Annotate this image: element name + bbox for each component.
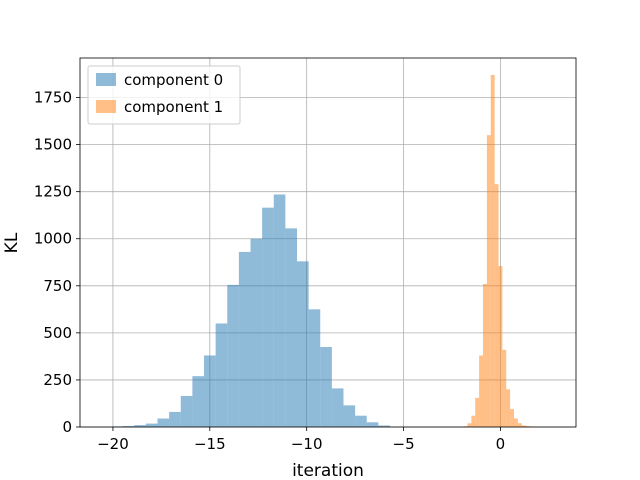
histogram-bar-component-1 [517, 423, 522, 427]
legend-label-component-0: component 0 [124, 71, 223, 89]
y-tick-label: 1000 [34, 230, 72, 248]
legend-label-component-1: component 1 [124, 98, 223, 116]
histogram-bar-component-0 [331, 388, 344, 427]
histogram-bars [111, 74, 542, 427]
histogram-bar-component-0 [227, 284, 239, 427]
histogram-bar-component-1 [479, 355, 483, 427]
histogram-bar-component-0 [355, 415, 367, 427]
histogram-bar-component-1 [498, 266, 503, 427]
x-tick-label: 0 [496, 435, 506, 453]
histogram-bar-component-1 [525, 426, 530, 427]
x-tick-label: −15 [194, 435, 226, 453]
histogram-bar-component-0 [343, 405, 356, 427]
histogram-bar-component-1 [486, 135, 491, 427]
y-axis-ticks: 0 250 500 750 1000 1250 1500 1750 [34, 89, 80, 436]
y-tick-label: 750 [43, 277, 72, 295]
histogram-bar-component-1 [467, 423, 472, 427]
histogram-bar-component-0 [204, 355, 216, 427]
histogram-bar-component-1 [514, 418, 518, 427]
histogram-bar-component-0 [250, 238, 263, 427]
histogram-bar-component-1 [483, 283, 487, 427]
histogram-bar-component-1 [490, 74, 495, 427]
y-tick-label: 0 [62, 418, 72, 436]
legend: component 0 component 1 [87, 65, 241, 125]
histogram-bar-component-0 [285, 228, 297, 427]
histogram-bar-component-1 [506, 389, 511, 427]
histogram-bar-component-0 [320, 346, 332, 427]
histogram-bar-component-0 [262, 207, 274, 427]
x-tick-label: −20 [97, 435, 129, 453]
histogram-bar-component-1 [502, 349, 507, 427]
histogram-bar-component-1 [494, 184, 499, 427]
x-axis-label: iteration [292, 461, 364, 480]
histogram-bar-component-0 [169, 411, 181, 427]
histogram-bar-component-0 [180, 395, 193, 427]
histogram-bar-component-0 [134, 425, 146, 427]
x-tick-label: −10 [291, 435, 323, 453]
y-axis-label: KL [2, 232, 22, 253]
histogram-bar-component-1 [521, 425, 526, 427]
histogram-bar-component-0 [215, 323, 228, 427]
histogram-bar-component-0 [378, 425, 390, 427]
legend-swatch-component-1 [96, 100, 116, 113]
x-tick-label: −5 [393, 435, 415, 453]
y-tick-label: 1500 [34, 136, 72, 154]
histogram-bar-component-0 [273, 194, 286, 427]
histogram-bar-component-0 [145, 423, 158, 427]
histogram-bar-component-0 [157, 418, 170, 427]
legend-swatch-component-0 [96, 73, 116, 86]
histogram-bar-component-0 [238, 251, 251, 427]
histogram-bar-component-1 [510, 409, 514, 427]
y-tick-label: 500 [43, 324, 72, 342]
y-tick-label: 250 [43, 371, 72, 389]
histogram-bar-component-0 [297, 261, 309, 427]
histogram-bar-component-1 [471, 415, 476, 427]
x-axis-ticks: −20 −15 −10 −5 0 [97, 427, 505, 453]
legend-box [87, 65, 241, 125]
y-tick-label: 1250 [34, 183, 72, 201]
histogram-bar-component-1 [475, 397, 480, 427]
histogram-bar-component-0 [308, 309, 321, 427]
histogram-bar-component-0 [122, 426, 135, 427]
plot-frame [79, 57, 577, 428]
histogram-bar-component-0 [366, 422, 379, 427]
histogram-bar-component-0 [192, 376, 204, 427]
y-tick-label: 1750 [34, 89, 72, 107]
